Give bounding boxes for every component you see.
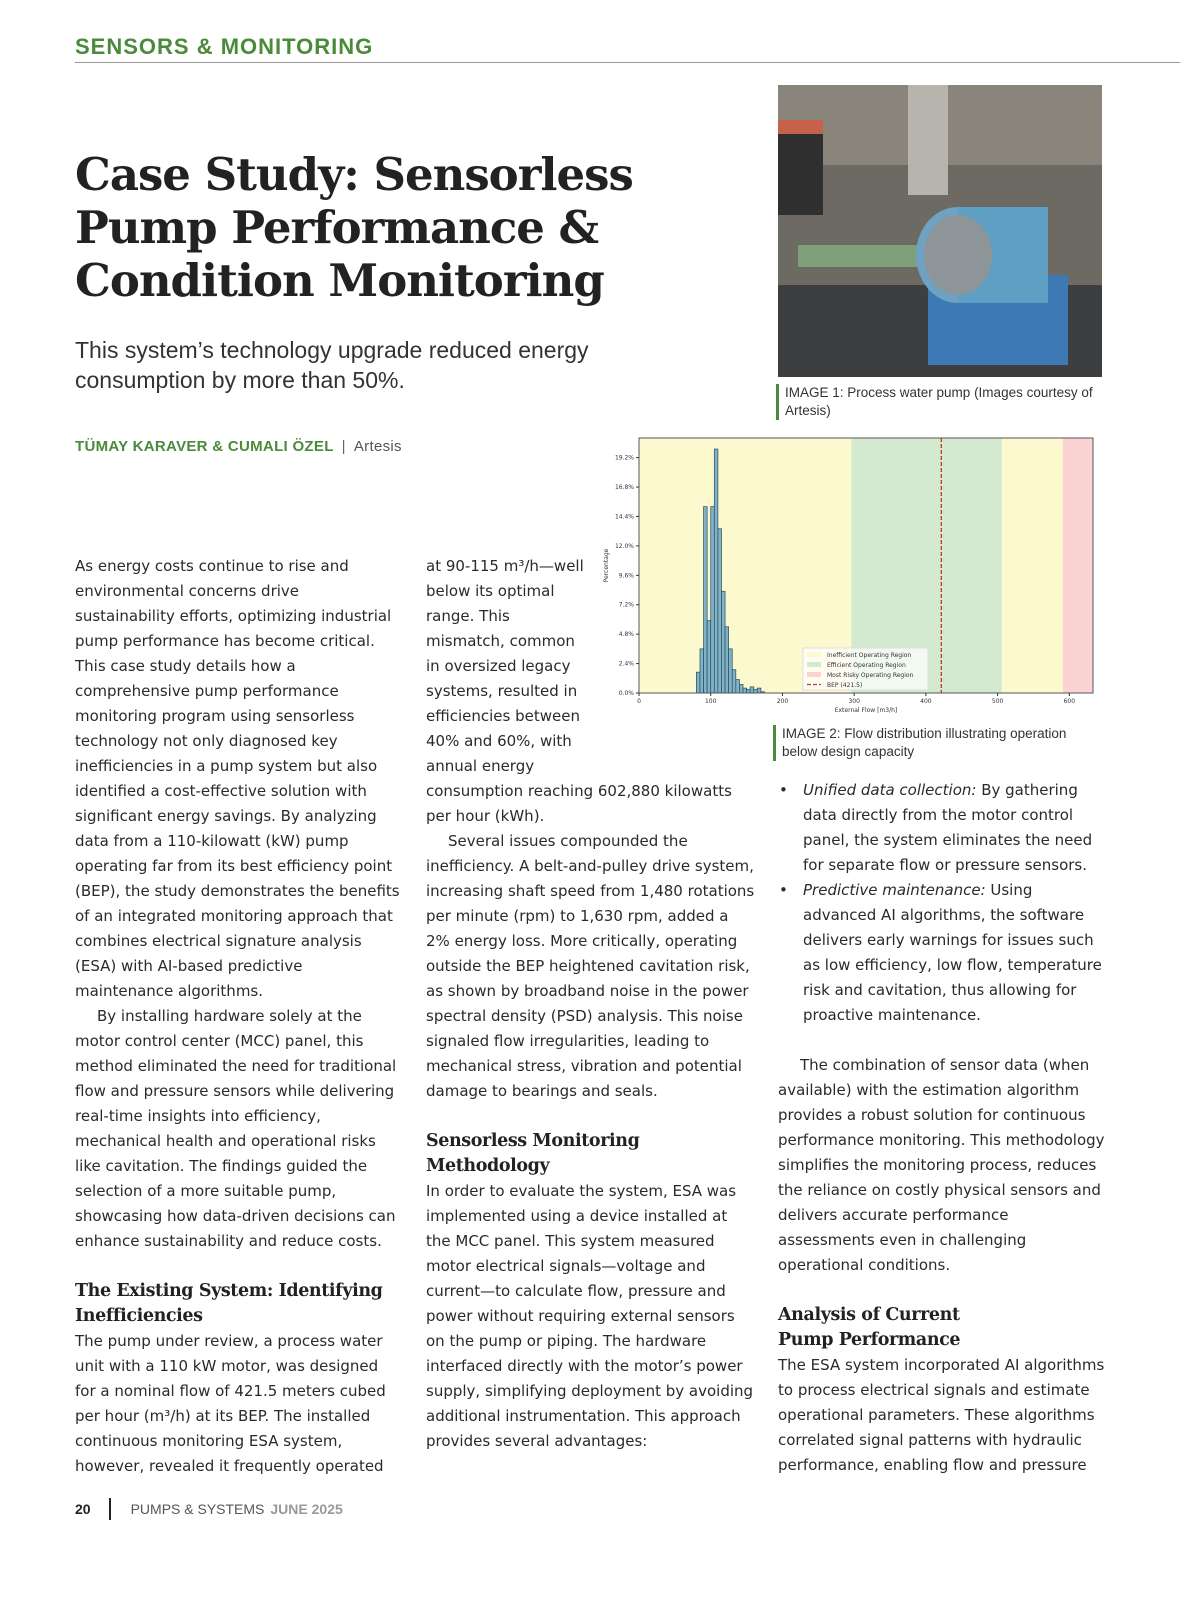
y-tick-label: 14.4% (615, 513, 634, 520)
page-footer: 20 PUMPS & SYSTEMS JUNE 2025 (75, 1498, 343, 1520)
paragraph: The combination of sensor data (when ava… (778, 1056, 1105, 1274)
image1-caption: IMAGE 1: Process water pump (Images cour… (776, 384, 1095, 420)
y-tick-label: 12.0% (615, 543, 634, 550)
y-axis-label: Percentage (603, 548, 610, 582)
subheading: Analysis of Current Pump Performance (778, 1305, 961, 1350)
authors: TÜMAY KARAVER & CUMALI ÖZEL (75, 438, 334, 455)
region-band (1001, 438, 1063, 693)
organization: Artesis (353, 438, 402, 455)
legend-swatch (807, 652, 821, 657)
section-label: SENSORS & MONITORING (75, 34, 374, 59)
article-title: Case Study: Sensorless Pump Performance … (75, 148, 634, 307)
y-tick-label: 9.6% (619, 572, 635, 579)
byline: TÜMAY KARAVER & CUMALI ÖZEL | Artesis (75, 438, 402, 455)
y-tick-label: 4.8% (619, 631, 635, 638)
paragraph: The pump under review, a process water u… (75, 1332, 386, 1475)
x-tick-label: 0 (637, 698, 641, 705)
x-axis-label: External Flow [m3/h] (835, 707, 898, 714)
paragraph: In order to evaluate the system, ESA was… (426, 1182, 754, 1450)
paragraph: at 90-115 m³/h—well below its optimal ra… (426, 557, 732, 825)
image2-caption: IMAGE 2: Flow distribution illustrating … (773, 725, 1092, 761)
legend-box (802, 647, 929, 691)
legend-label: Most Risky Operating Region (827, 672, 914, 679)
legend-swatch (807, 672, 821, 677)
y-tick-label: 2.4% (619, 661, 635, 668)
paragraph: By installing hardware solely at the mot… (75, 1007, 397, 1250)
paragraph: Several issues compounded the inefficien… (426, 832, 755, 1100)
pump-photo (778, 85, 1102, 377)
x-tick-label: 400 (920, 698, 932, 705)
bullet-term: Unified data collection: (803, 781, 977, 799)
bullet-term: Predictive maintenance: (803, 881, 986, 899)
region-band (1062, 438, 1093, 693)
legend-label: Inefficient Operating Region (827, 652, 911, 659)
subheading: Sensorless Monitoring Methodology (426, 1131, 640, 1176)
bullet-text: Using advanced AI algorithms, the softwa… (803, 881, 1102, 1024)
publication-name: PUMPS & SYSTEMS (130, 1501, 265, 1517)
y-tick-label: 7.2% (619, 602, 635, 609)
column-2: at 90-115 m³/h—well below its optimal ra… (426, 554, 756, 1454)
x-tick-label: 100 (705, 698, 717, 705)
subheading: The Existing System: Identifying Ineffic… (75, 1281, 383, 1326)
byline-separator: | (341, 438, 346, 455)
article-subtitle: This system’s technology upgrade reduced… (75, 337, 589, 393)
x-tick-label: 200 (777, 698, 789, 705)
legend-label: Efficient Operating Region (827, 662, 906, 669)
y-tick-label: 19.2% (615, 455, 634, 462)
flow-distribution-chart: 0.0% 2.4% 4.8% 7.2% 9.6% 12.0% 14.4% 16.8% 19.2%… (603, 437, 1094, 714)
y-tick-label: 16.8% (615, 484, 634, 491)
list-item: Predictive maintenance: Using advanced A… (779, 878, 1108, 1028)
list-item: Unified data collection: By gathering da… (779, 778, 1108, 878)
paragraph: As energy costs continue to rise and env… (75, 557, 400, 1000)
column-3: Unified data collection: By gathering da… (778, 778, 1108, 1478)
header-divider (75, 62, 1180, 63)
plot-frame (638, 437, 1094, 694)
x-tick-label: 300 (848, 698, 860, 705)
issue-date: JUNE 2025 (270, 1501, 343, 1517)
advantages-list: Unified data collection: By gathering da… (778, 778, 1108, 1028)
x-tick-label: 600 (1064, 698, 1076, 705)
legend-swatch (807, 662, 821, 667)
y-tick-label: 0.0% (619, 690, 635, 697)
page-number: 20 (75, 1501, 91, 1517)
legend-label: BEP (421.5) (827, 682, 862, 689)
histogram-bar (756, 687, 762, 694)
x-tick-label: 500 (992, 698, 1004, 705)
paragraph: The ESA system incorporated AI algorithm… (778, 1356, 1105, 1474)
column-1: As energy costs continue to rise and env… (75, 554, 403, 1479)
footer-divider (108, 1498, 111, 1520)
bullet-text: By gathering data directly from the moto… (803, 781, 1093, 874)
